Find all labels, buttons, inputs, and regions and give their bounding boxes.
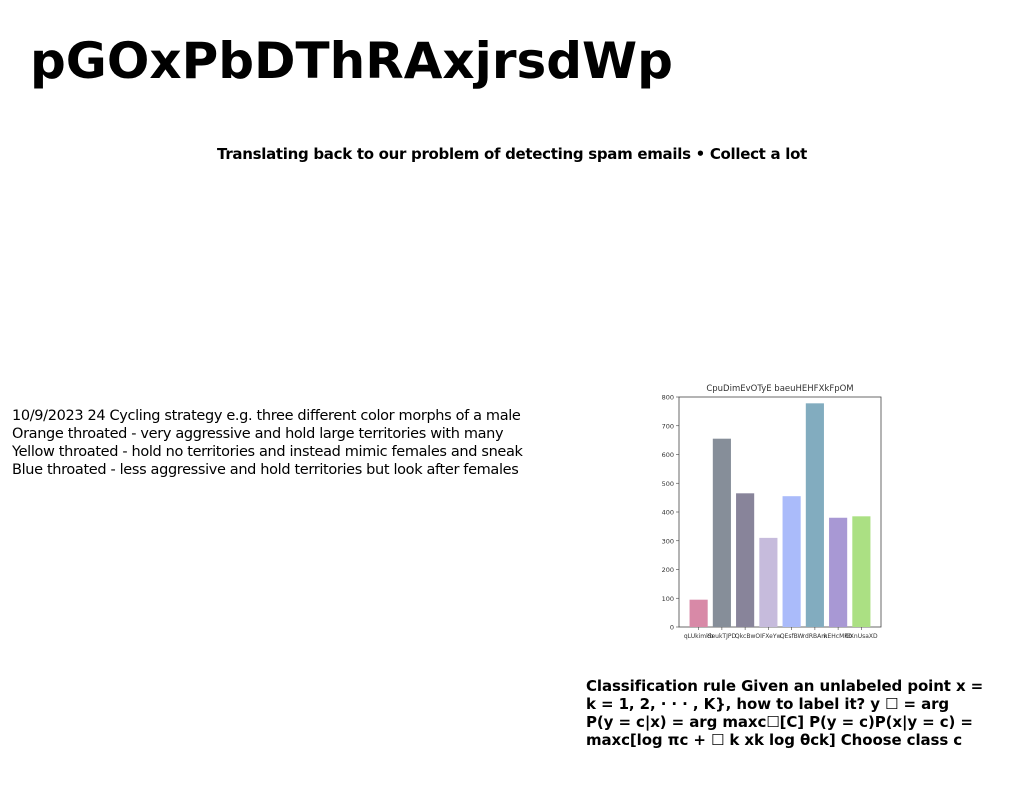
bar-QEsfBW [782,496,801,627]
bar-kEHcMRb [829,517,848,627]
right-text-line: maxc[log πc + ☐ k xk log θck] Choose cla… [586,731,963,749]
slide-title: pGOxPbDThRAxjrsdWp [30,32,673,90]
right-text-line: Classification rule Given an unlabeled p… [586,677,984,695]
bar-rdRBAm [805,403,824,627]
left-text-block: 10/9/2023 24 Cycling strategy e.g. three… [12,407,572,479]
y-tick-label: 100 [662,595,674,603]
y-tick-label: 200 [662,566,674,574]
bar-GXnUsaXD [852,516,871,627]
left-text-line: Yellow throated - hold no territories an… [12,444,523,460]
y-tick-label: 700 [662,422,674,430]
y-tick-label: 600 [662,451,674,459]
x-tick-label: qLUkimkb [684,633,714,640]
slide-subtitle: Translating back to our problem of detec… [217,145,807,163]
bar-SeukTJPD [712,438,731,627]
y-tick-label: 800 [662,394,674,402]
x-tick-label: OIFXeYw [755,633,781,640]
y-tick-label: 300 [662,537,674,545]
bar-chart: CpuDimEvOTyE baeuHEHFXkFpOM 0 100 200 300 40… [648,378,898,646]
x-tick-label: kEHcMRb [824,633,852,640]
y-tick-label: 500 [662,480,674,488]
chart-title: CpuDimEvOTyE baeuHEHFXkFpOM [706,384,853,394]
bar-OIFXeYw [759,537,778,627]
right-text-line: k = 1, 2, · · · , K}, how to label it? y… [586,695,950,713]
y-tick-label: 0 [670,624,674,632]
x-tick-label: SeukTJPD [708,633,737,640]
chart-plot-area [678,396,882,628]
bar-chart-svg: CpuDimEvOTyE baeuHEHFXkFpOM 0 100 200 300 40… [662,384,882,640]
right-text-block: Classification rule Given an unlabeled p… [586,677,1022,749]
bar-QkcBw [736,493,755,627]
x-tick-label: QkcBw [735,633,756,640]
x-tick-label: QEsfBW [780,633,804,640]
left-text-line: Blue throated - less aggressive and hold… [12,462,519,478]
left-text-line: Orange throated - very aggressive and ho… [12,426,504,442]
right-text-line: P(y = c|x) = arg maxc☐[C] P(y = c)P(x|y … [586,713,973,731]
y-tick-label: 400 [662,509,674,517]
left-text-line: 10/9/2023 24 Cycling strategy e.g. three… [12,408,521,424]
x-tick-label: rdRBAm [803,633,828,640]
bar-qLUkimkb [689,599,708,627]
x-tick-label: GXnUsaXD [845,633,878,640]
